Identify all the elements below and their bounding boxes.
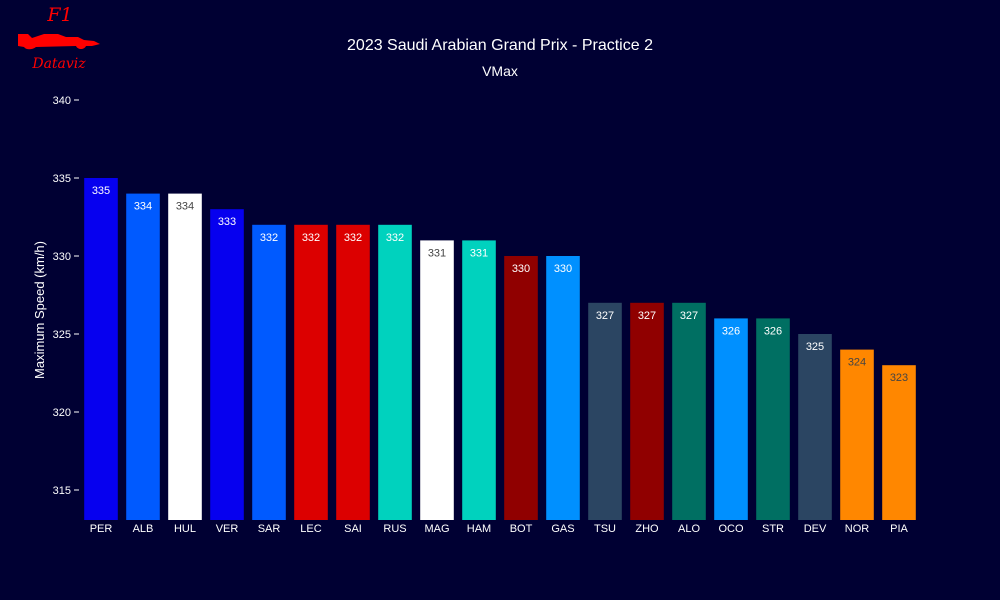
x-tick-label: PER [90,523,113,535]
bar-bot [504,256,538,520]
y-tick-label: 315 [53,485,71,497]
svg-text:F1: F1 [46,4,72,26]
x-tick-label: OCO [718,523,744,535]
bar-value-label: 332 [260,232,278,244]
bar-value-label: 326 [764,325,782,337]
bar-value-label: 327 [596,310,614,322]
x-tick-label: HUL [174,523,196,535]
bars: 335 PER 334 ALB 334 HUL 333 VER 332 SAR 332 LEC 332 S… [84,178,916,535]
bar-value-label: 327 [638,310,656,322]
bar-value-label: 332 [344,232,362,244]
x-tick-label: BOT [510,523,533,535]
x-tick-label: SAI [344,523,362,535]
race-car-icon [18,34,100,50]
y-axis-label: Maximum Speed (km/h) [32,241,47,379]
x-tick-label: HAM [467,523,491,535]
bar-value-label: 334 [134,201,152,213]
bar-value-label: 330 [512,263,530,275]
bar-value-label: 331 [470,247,488,259]
x-tick-label: NOR [845,523,870,535]
bar-value-label: 327 [680,310,698,322]
x-tick-label: STR [762,523,784,535]
bar-mag [420,240,454,520]
bar-value-label: 326 [722,325,740,337]
bar-value-label: 335 [92,185,110,197]
bar-value-label: 333 [218,216,236,228]
bar-oco [714,318,748,520]
bar-str [756,318,790,520]
f1-dataviz-logo: F1 Dataviz [18,4,100,72]
y-axis: 315 320 325 330 335 340 [53,95,79,497]
bar-tsu [588,302,622,520]
bar-value-label: 330 [554,263,572,275]
x-tick-label: PIA [890,523,908,535]
bar-value-label: 324 [848,357,866,369]
bar-value-label: 332 [386,232,404,244]
x-tick-label: GAS [551,523,574,535]
x-tick-label: ALO [678,523,700,535]
x-tick-label: LEC [300,523,321,535]
bar-zho [630,302,664,520]
y-tick-label: 325 [53,329,71,341]
bar-sar [252,224,286,521]
y-tick-label: 340 [53,95,71,107]
chart-title: 2023 Saudi Arabian Grand Prix - Practice… [347,37,653,54]
y-tick-label: 335 [53,173,71,185]
bar-alo [672,302,706,520]
bar-dev [798,334,832,520]
svg-text:Dataviz: Dataviz [31,56,86,72]
bar-value-label: 331 [428,247,446,259]
x-tick-label: MAG [424,523,449,535]
bar-value-label: 334 [176,201,194,213]
x-tick-label: RUS [383,523,406,535]
bar-hul [168,193,202,520]
x-tick-label: VER [216,523,239,535]
bar-ham [462,240,496,520]
x-tick-label: ZHO [635,523,659,535]
bar-gas [546,256,580,520]
y-tick-label: 320 [53,407,71,419]
bar-per [84,178,118,520]
x-tick-label: ALB [133,523,154,535]
x-tick-label: TSU [594,523,616,535]
bar-value-label: 323 [890,372,908,384]
bar-nor [840,349,874,520]
y-tick-label: 330 [53,251,71,263]
bar-value-label: 325 [806,341,824,353]
bar-sai [336,224,370,521]
bar-pia [882,365,916,520]
bar-value-label: 332 [302,232,320,244]
bar-ver [210,209,244,520]
bar-lec [294,224,328,521]
x-tick-label: SAR [258,523,281,535]
bar-alb [126,193,160,520]
x-tick-label: DEV [804,523,827,535]
bar-rus [378,224,412,521]
chart-subtitle: VMax [482,63,518,79]
